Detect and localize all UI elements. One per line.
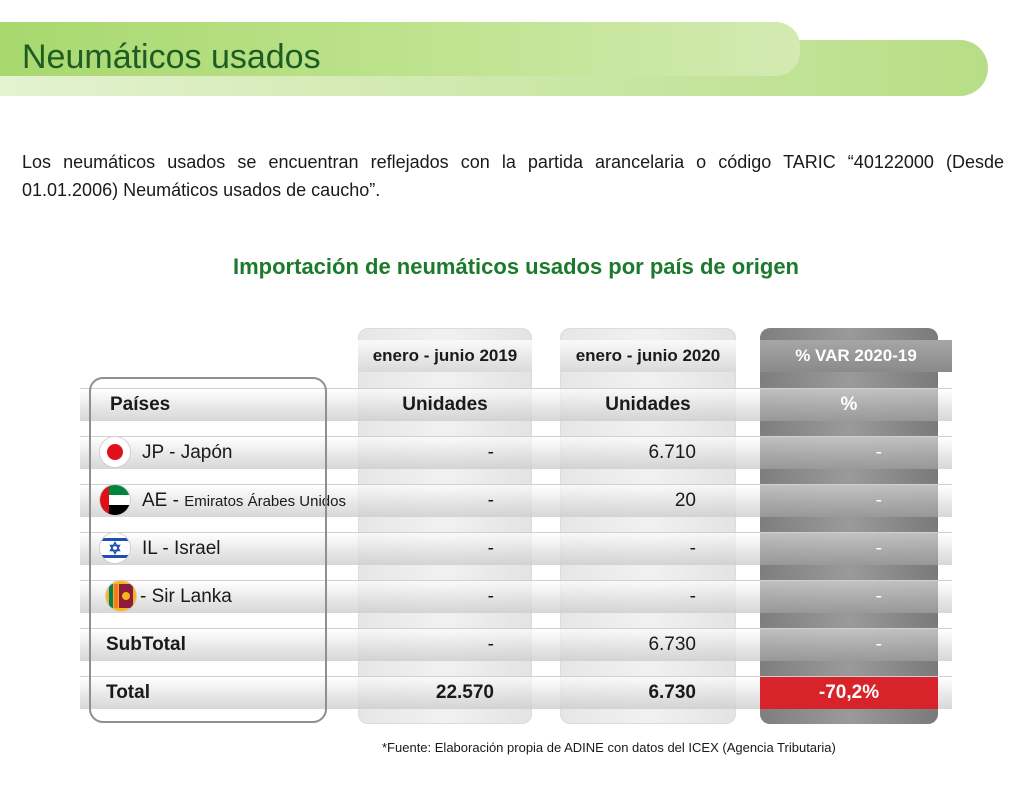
value-2019: - bbox=[487, 442, 494, 463]
variation-cell-bg bbox=[760, 629, 938, 661]
value-2019: - bbox=[487, 586, 494, 607]
table-title: Importación de neumáticos usados por paí… bbox=[233, 254, 799, 279]
value-2020: 20 bbox=[674, 490, 696, 511]
total-variation-bg bbox=[760, 677, 938, 709]
subtotal-label: SubTotal bbox=[106, 634, 186, 655]
total-label: Total bbox=[106, 682, 150, 703]
variation-cell-bg bbox=[760, 437, 938, 469]
variation-value: - bbox=[875, 538, 882, 559]
subtotal-2019: - bbox=[487, 634, 494, 655]
sri-lanka-flag-icon bbox=[106, 581, 136, 611]
page-title: Neumáticos usados bbox=[22, 38, 321, 76]
total-2020: 6.730 bbox=[648, 682, 696, 703]
value-2019: - bbox=[487, 490, 494, 511]
japan-flag-icon bbox=[100, 437, 130, 467]
country-label: JP - Japón bbox=[142, 442, 233, 463]
source-footnote: *Fuente: Elaboración propia de ADINE con… bbox=[382, 740, 836, 755]
table-row: - Sir Lanka - - - bbox=[80, 580, 952, 613]
israel-flag-icon bbox=[100, 533, 130, 563]
percent-header: % bbox=[840, 394, 858, 415]
period-header-variation: % VAR 2020-19 bbox=[760, 340, 952, 372]
country-label: - Sir Lanka bbox=[140, 586, 232, 607]
value-2019: - bbox=[487, 538, 494, 559]
variation-value: - bbox=[875, 442, 882, 463]
variation-value: - bbox=[875, 586, 882, 607]
country-label: IL - Israel bbox=[142, 538, 221, 559]
value-2020: 6.710 bbox=[648, 442, 696, 463]
total-row: Total 22.570 6.730 -70,2% bbox=[80, 676, 952, 709]
period-header-2019: enero - junio 2019 bbox=[358, 340, 532, 372]
table-row: JP - Japón - 6.710 - bbox=[80, 436, 952, 469]
variation-cell-bg bbox=[760, 389, 938, 421]
variation-value: - bbox=[875, 490, 882, 511]
countries-frame bbox=[89, 377, 327, 723]
variation-cell-bg bbox=[760, 581, 938, 613]
total-variation: -70,2% bbox=[818, 682, 880, 703]
units-header-2019: Unidades bbox=[402, 394, 488, 415]
value-2020: - bbox=[689, 586, 696, 607]
countries-header: Países bbox=[110, 394, 171, 415]
table-row: IL - Israel - - - bbox=[80, 532, 952, 565]
variation-cell-bg bbox=[760, 485, 938, 517]
header-banner-front bbox=[0, 22, 800, 76]
uae-flag-icon bbox=[100, 485, 130, 515]
total-2019: 22.570 bbox=[435, 682, 494, 703]
units-header-2020: Unidades bbox=[605, 394, 691, 415]
variation-cell-bg bbox=[760, 533, 938, 565]
country-label: AE - Emiratos Árabes Unidos bbox=[142, 490, 346, 511]
table-row: AE - Emiratos Árabes Unidos - 20 - bbox=[80, 484, 952, 517]
subtotal-2020: 6.730 bbox=[648, 634, 696, 655]
table-header-row: Países Unidades Unidades % bbox=[80, 388, 952, 421]
subtotal-variation: - bbox=[875, 634, 882, 655]
intro-paragraph: Los neumáticos usados se encuentran refl… bbox=[22, 152, 1004, 200]
subtotal-row: SubTotal - 6.730 - bbox=[80, 628, 952, 661]
value-2020: - bbox=[689, 538, 696, 559]
period-header-2020: enero - junio 2020 bbox=[560, 340, 736, 372]
